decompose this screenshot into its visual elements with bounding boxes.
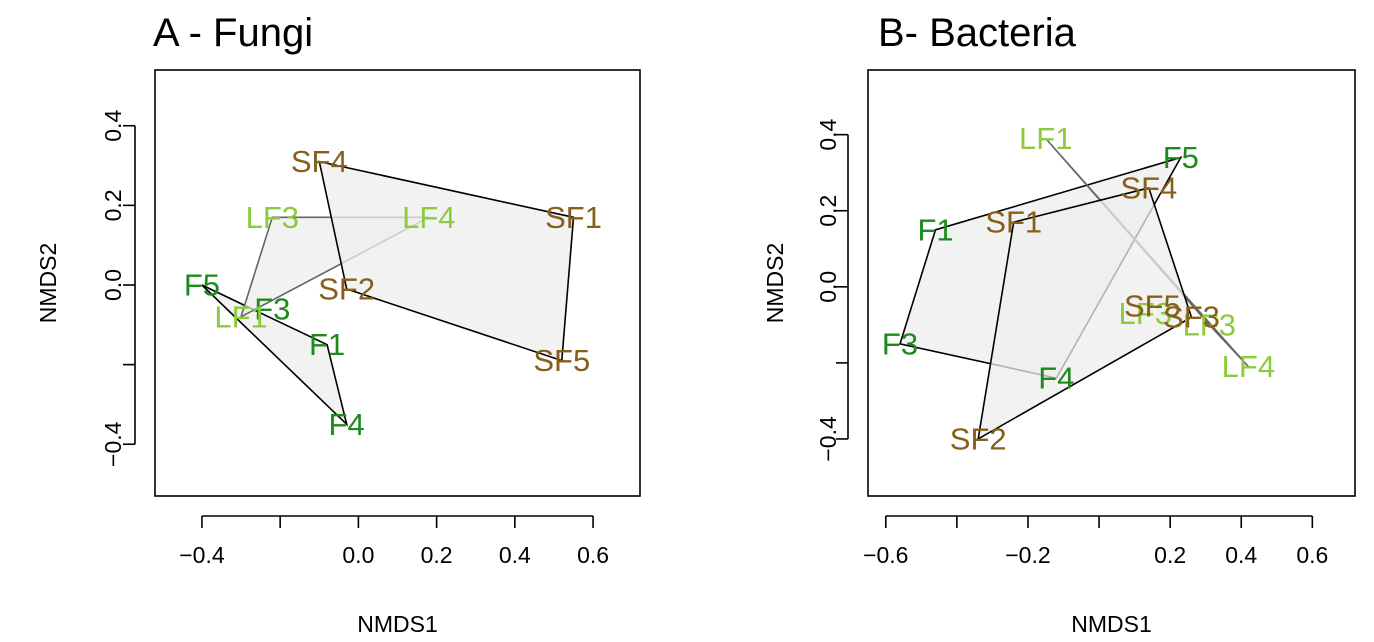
point-label-sf5: SF5 <box>1124 288 1181 323</box>
point-label-lf4: LF4 <box>1222 349 1275 384</box>
x-tick-label: −0.6 <box>863 542 908 568</box>
panel-fungi: A - Fungi −0.4 0.0 0.2 0.4 0.6 NMDS1 −0.4 0.0 0.2… <box>35 11 641 637</box>
y-axis-label: NMDS2 <box>35 243 61 324</box>
point-label-sf5: SF5 <box>533 343 590 378</box>
point-label-sf1: SF1 <box>985 205 1042 240</box>
point-label-lf4: LF4 <box>402 200 455 235</box>
x-tick-label: −0.2 <box>1005 542 1050 568</box>
y-axis-label: NMDS2 <box>762 243 788 324</box>
hull-sf <box>318 160 575 362</box>
point-label-f1: F1 <box>309 327 345 362</box>
point-label-sf4: SF4 <box>291 144 348 179</box>
point-label-f3: F3 <box>882 326 918 361</box>
point-label-lf3: LF3 <box>1183 307 1236 342</box>
x-axis-label: NMDS1 <box>357 611 438 637</box>
x-tick-label: 0.6 <box>1296 542 1328 568</box>
point-label-lf3: LF3 <box>246 200 299 235</box>
point-label-f5: F5 <box>1163 140 1199 175</box>
x-axis-label: NMDS1 <box>1071 611 1152 637</box>
plot-frame <box>154 69 641 497</box>
y-tick-label: 0.0 <box>100 269 126 301</box>
y-tick-label: 0.4 <box>815 118 841 150</box>
y-tick-label: 0.2 <box>815 195 841 227</box>
point-label-f3: F3 <box>254 291 290 326</box>
point-label-lf1: LF1 <box>214 299 267 334</box>
y-tick-label: −0.4 <box>815 416 841 462</box>
point-label-sf1: SF1 <box>545 200 602 235</box>
x-tick-label: 0.0 <box>342 542 374 568</box>
x-tick-label: 0.4 <box>499 542 531 568</box>
hull-f <box>201 284 349 427</box>
point-label-lf1: LF1 <box>1019 121 1072 156</box>
x-tick-label: 0.2 <box>421 542 453 568</box>
x-tick-label: 0.2 <box>1154 542 1186 568</box>
point-label-f4: F4 <box>1038 361 1074 396</box>
x-tick-label: 0.6 <box>577 542 609 568</box>
point-label-sf4: SF4 <box>1120 170 1177 205</box>
panel-title: A - Fungi <box>153 11 313 55</box>
point-label-f5: F5 <box>184 267 220 302</box>
plot-frame <box>867 69 1356 497</box>
y-tick-label: 0.0 <box>815 271 841 303</box>
y-tick-label: 0.2 <box>100 189 126 221</box>
x-tick-label: 0.4 <box>1225 542 1257 568</box>
panel-bacteria: B- Bacteria −0.6 −0.2 0.2 0.4 0.6 NMDS1 −0.4 0.0… <box>762 11 1356 637</box>
point-label-sf2: SF2 <box>318 271 375 306</box>
point-label-f1: F1 <box>917 212 953 247</box>
point-label-lf3: LF3 <box>1119 296 1172 331</box>
point-label-sf3: SF3 <box>1163 300 1220 335</box>
point-label-sf2: SF2 <box>950 421 1007 456</box>
hull-sf <box>977 186 1193 441</box>
y-tick-label: 0.4 <box>100 110 126 142</box>
point-label-f4: F4 <box>329 407 365 442</box>
y-tick-label: −0.4 <box>100 421 126 467</box>
x-tick-label: −0.4 <box>179 542 225 568</box>
panel-title: B- Bacteria <box>878 11 1077 55</box>
